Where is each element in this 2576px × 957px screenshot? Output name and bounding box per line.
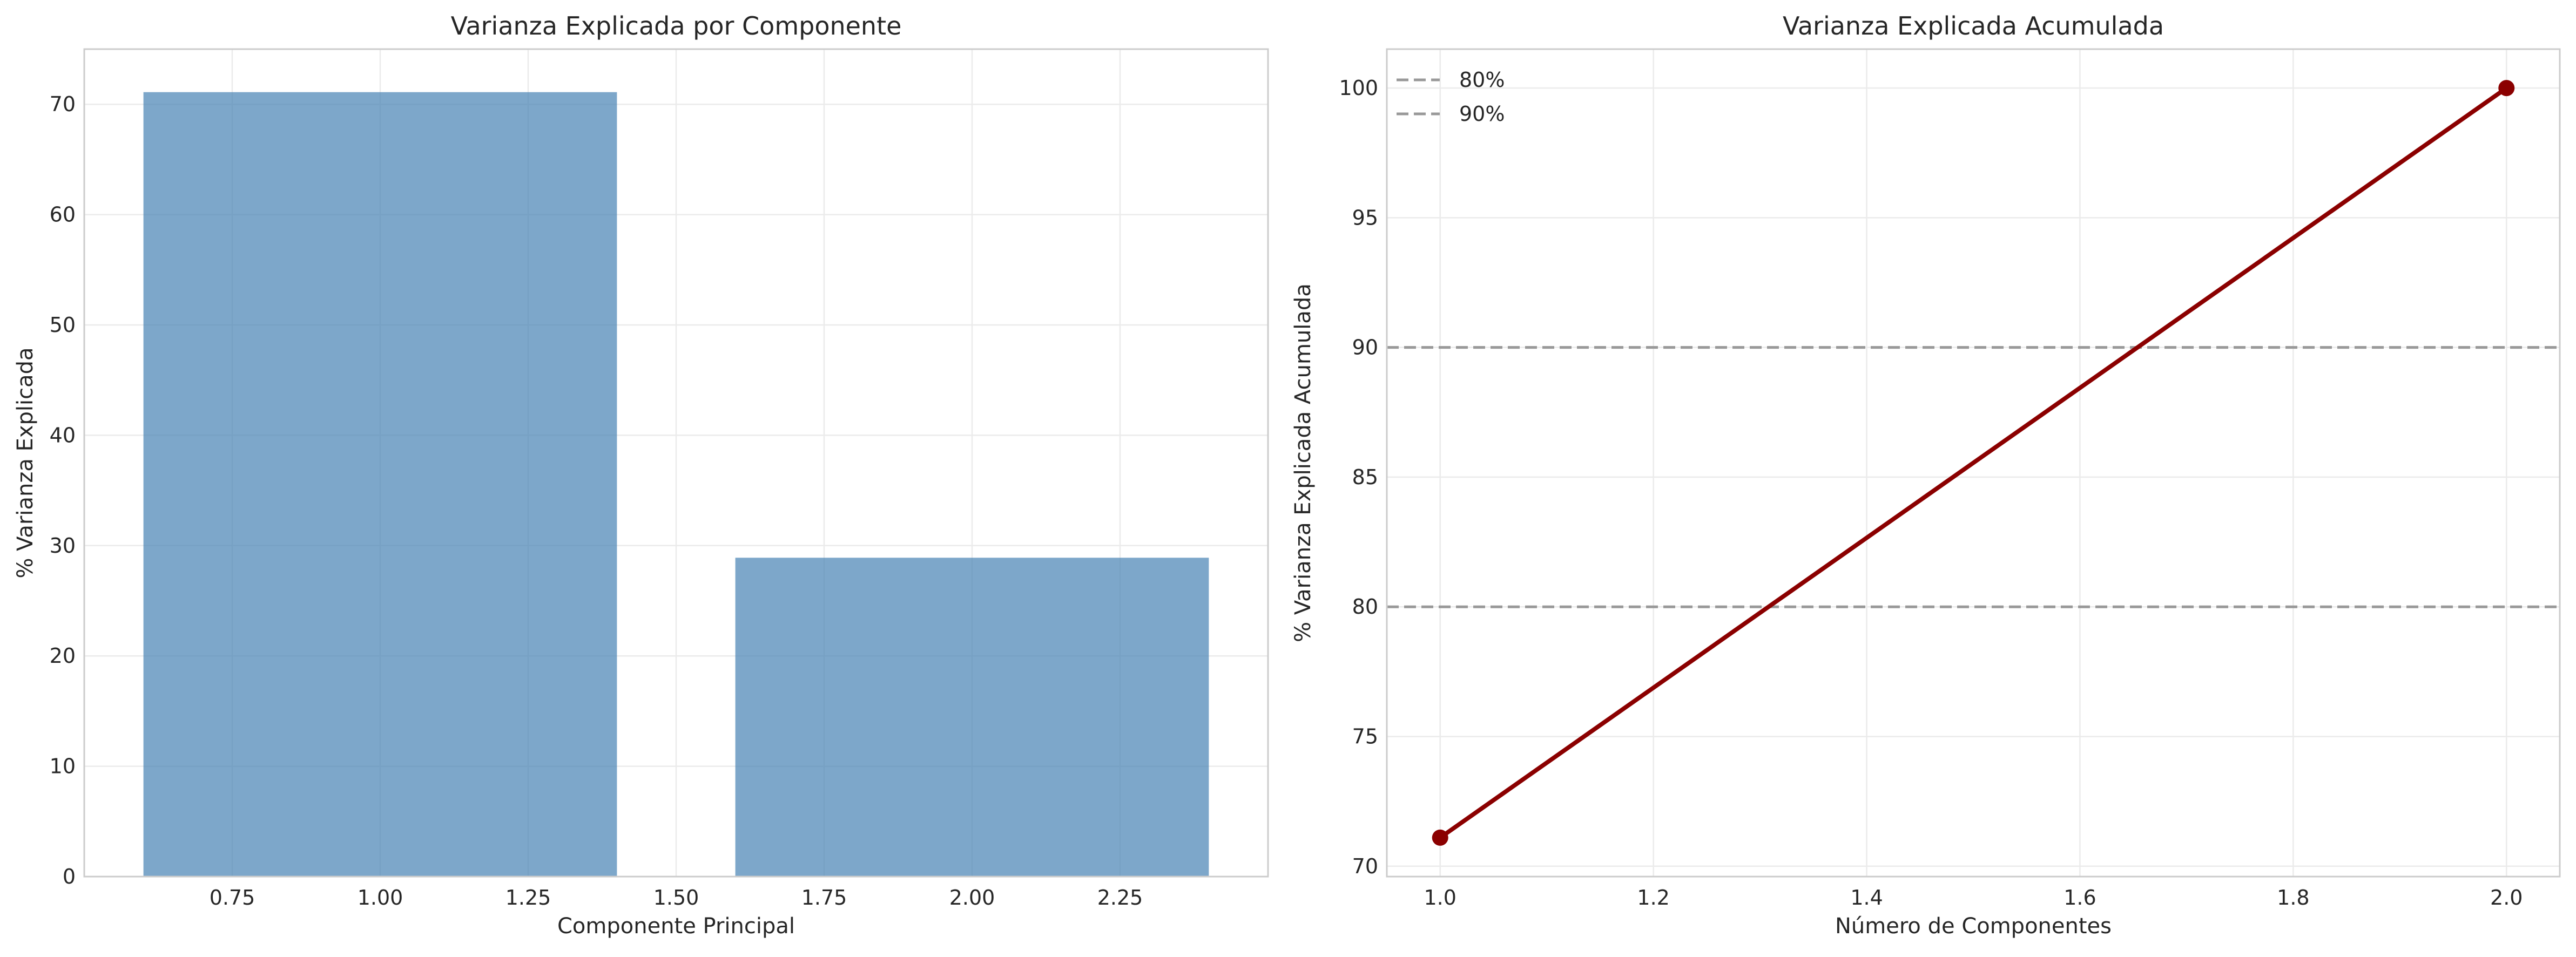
y-tick-label: 70 — [1352, 854, 1378, 878]
y-tick-label: 20 — [50, 644, 76, 668]
chart-title: Varianza Explicada por Componente — [451, 11, 902, 40]
bar-component-2 — [735, 558, 1209, 877]
y-tick-label: 100 — [1339, 76, 1378, 100]
y-tick-label: 90 — [1352, 336, 1378, 359]
x-tick-label: 2.00 — [949, 886, 995, 910]
bar-component-1 — [143, 92, 617, 877]
x-tick-label: 1.00 — [358, 886, 403, 910]
y-tick-label: 95 — [1352, 206, 1378, 229]
data-point — [1432, 829, 1448, 846]
y-tick-label: 10 — [50, 755, 76, 778]
chart-title: Varianza Explicada Acumulada — [1783, 11, 2164, 40]
bar-chart-panel: 0.75 1.00 1.25 1.50 1.75 2.00 2.25 0 10 20 30 40 50… — [13, 11, 1269, 939]
x-tick-label: 0.75 — [210, 886, 255, 910]
x-tick-labels: 1.0 1.2 1.4 1.6 1.8 2.0 — [1424, 886, 2523, 910]
y-tick-label: 85 — [1352, 465, 1378, 489]
y-tick-label: 50 — [50, 313, 76, 337]
y-tick-label: 30 — [50, 534, 76, 558]
y-tick-labels: 70 75 80 85 90 95 100 — [1339, 76, 1378, 878]
x-tick-label: 1.6 — [2064, 886, 2096, 910]
legend-label: 80% — [1459, 68, 1505, 92]
x-tick-label: 1.2 — [1637, 886, 1669, 910]
x-tick-label: 1.25 — [505, 886, 551, 910]
x-tick-label: 1.50 — [653, 886, 699, 910]
data-point — [2498, 80, 2515, 97]
x-tick-labels: 0.75 1.00 1.25 1.50 1.75 2.00 2.25 — [210, 886, 1143, 910]
x-tick-label: 1.75 — [801, 886, 847, 910]
x-axis-label: Número de Componentes — [1835, 914, 2112, 939]
plot-frame — [83, 48, 1269, 878]
cumulative-line — [1438, 86, 2509, 840]
legend-label: 90% — [1459, 102, 1505, 126]
y-tick-label: 75 — [1352, 724, 1378, 748]
y-axis-label: % Varianza Explicada Acumulada — [1291, 283, 1316, 642]
x-tick-label: 1.8 — [2277, 886, 2309, 910]
y-tick-label: 60 — [50, 203, 76, 227]
cumulative-series — [1432, 80, 2515, 846]
x-tick-label: 1.0 — [1424, 886, 1456, 910]
x-tick-label: 1.4 — [1850, 886, 1883, 910]
bars — [143, 92, 1209, 877]
x-tick-label: 2.25 — [1097, 886, 1143, 910]
y-tick-labels: 0 10 20 30 40 50 60 70 — [50, 92, 76, 888]
x-axis-label: Componente Principal — [557, 914, 795, 939]
plot-frame — [1386, 48, 2561, 878]
y-tick-label: 70 — [50, 92, 76, 116]
x-tick-label: 2.0 — [2490, 886, 2523, 910]
reference-lines — [1387, 346, 2560, 608]
y-axis-label: % Varianza Explicada — [13, 347, 38, 578]
legend: 80%90% — [1397, 68, 1505, 126]
y-tick-label: 40 — [50, 423, 76, 447]
y-tick-label: 80 — [1352, 595, 1378, 619]
y-tick-label: 0 — [63, 865, 76, 888]
